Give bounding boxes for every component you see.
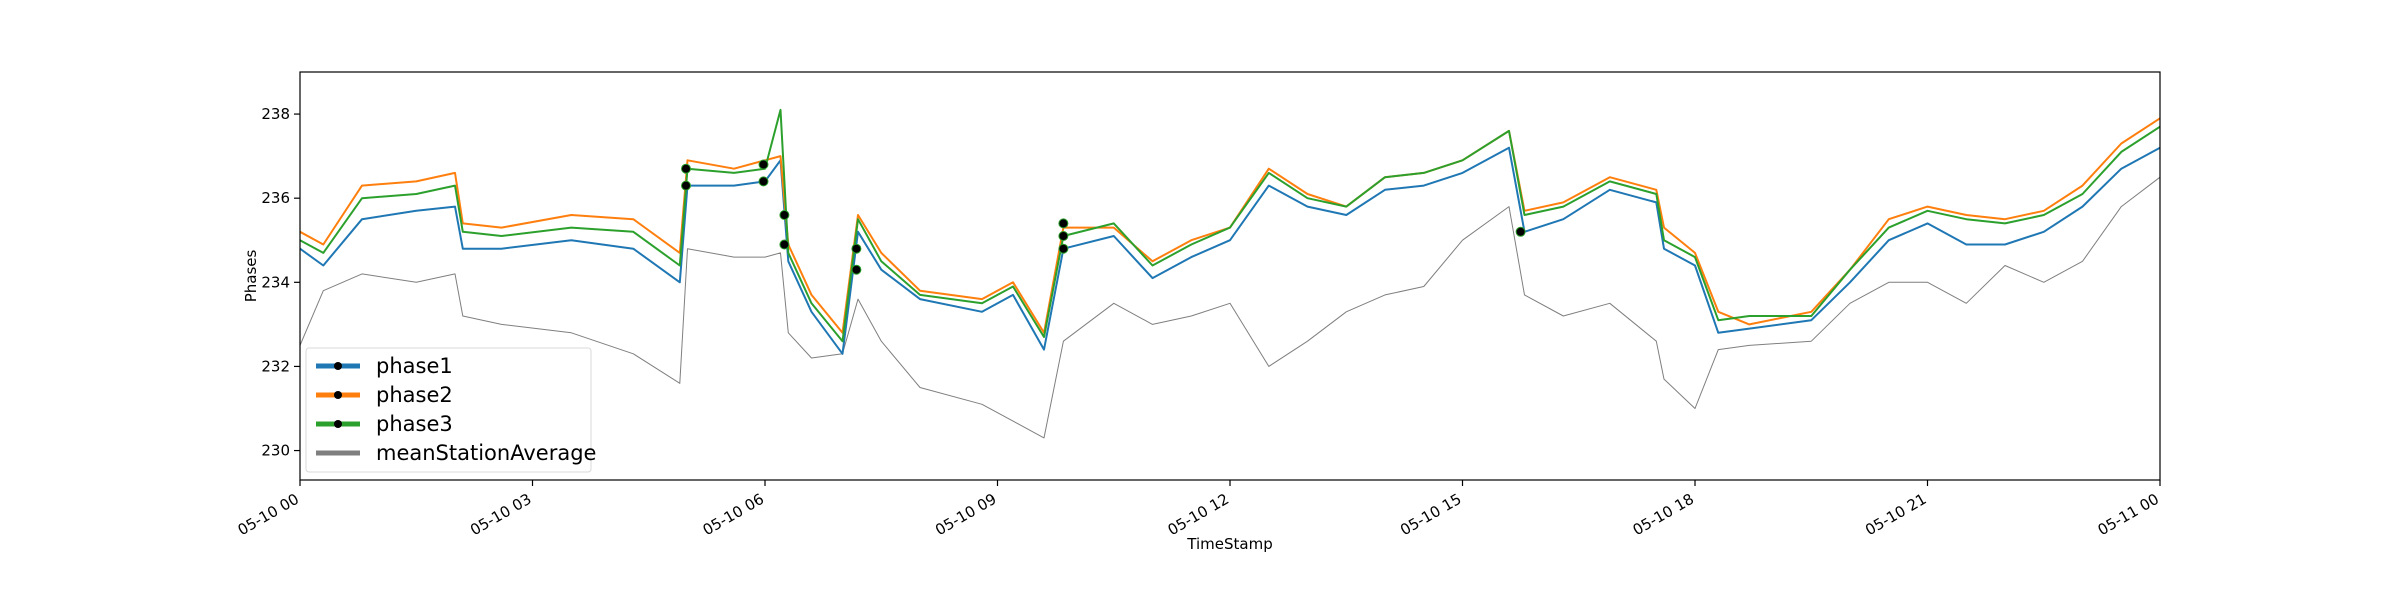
event-marker bbox=[758, 159, 769, 170]
series-line-phase1 bbox=[300, 146, 2160, 355]
y-axis-label: Phases bbox=[242, 250, 260, 303]
y-tick-label: 232 bbox=[261, 357, 290, 375]
event-marker bbox=[1058, 243, 1069, 254]
legend: phase1 phase2 phase3 meanStationAverage bbox=[305, 347, 596, 473]
marker-layer bbox=[681, 159, 1526, 275]
legend-label-meanstationaverage: meanStationAverage bbox=[376, 441, 596, 465]
x-axis-label: TimeStamp bbox=[1186, 535, 1272, 553]
series-layer bbox=[300, 108, 2160, 439]
legend-label-phase1: phase1 bbox=[376, 354, 453, 378]
event-marker bbox=[1058, 231, 1069, 241]
legend-label-phase2: phase2 bbox=[376, 383, 453, 407]
event-marker bbox=[681, 180, 691, 191]
y-tick-label: 236 bbox=[261, 189, 290, 207]
legend-label-phase3: phase3 bbox=[376, 412, 453, 436]
legend-marker bbox=[334, 420, 342, 428]
event-marker bbox=[1058, 218, 1069, 229]
y-tick-label: 238 bbox=[261, 105, 290, 123]
series-line-phase2 bbox=[300, 117, 2160, 334]
event-marker bbox=[1515, 226, 1526, 237]
y-tick-label: 230 bbox=[261, 442, 290, 460]
legend-box bbox=[305, 347, 592, 473]
event-marker bbox=[681, 163, 691, 174]
event-marker bbox=[758, 176, 769, 187]
legend-marker bbox=[334, 362, 342, 370]
series-line-meanstationaverage bbox=[300, 176, 2160, 439]
legend-marker bbox=[334, 391, 342, 399]
y-tick-label: 234 bbox=[261, 273, 290, 291]
series-line-phase3 bbox=[300, 108, 2160, 343]
event-marker bbox=[851, 264, 862, 275]
y-axis: 230 232 234 236 238 bbox=[261, 105, 300, 460]
event-marker bbox=[851, 243, 862, 254]
event-marker bbox=[779, 210, 790, 220]
event-marker bbox=[779, 239, 790, 250]
